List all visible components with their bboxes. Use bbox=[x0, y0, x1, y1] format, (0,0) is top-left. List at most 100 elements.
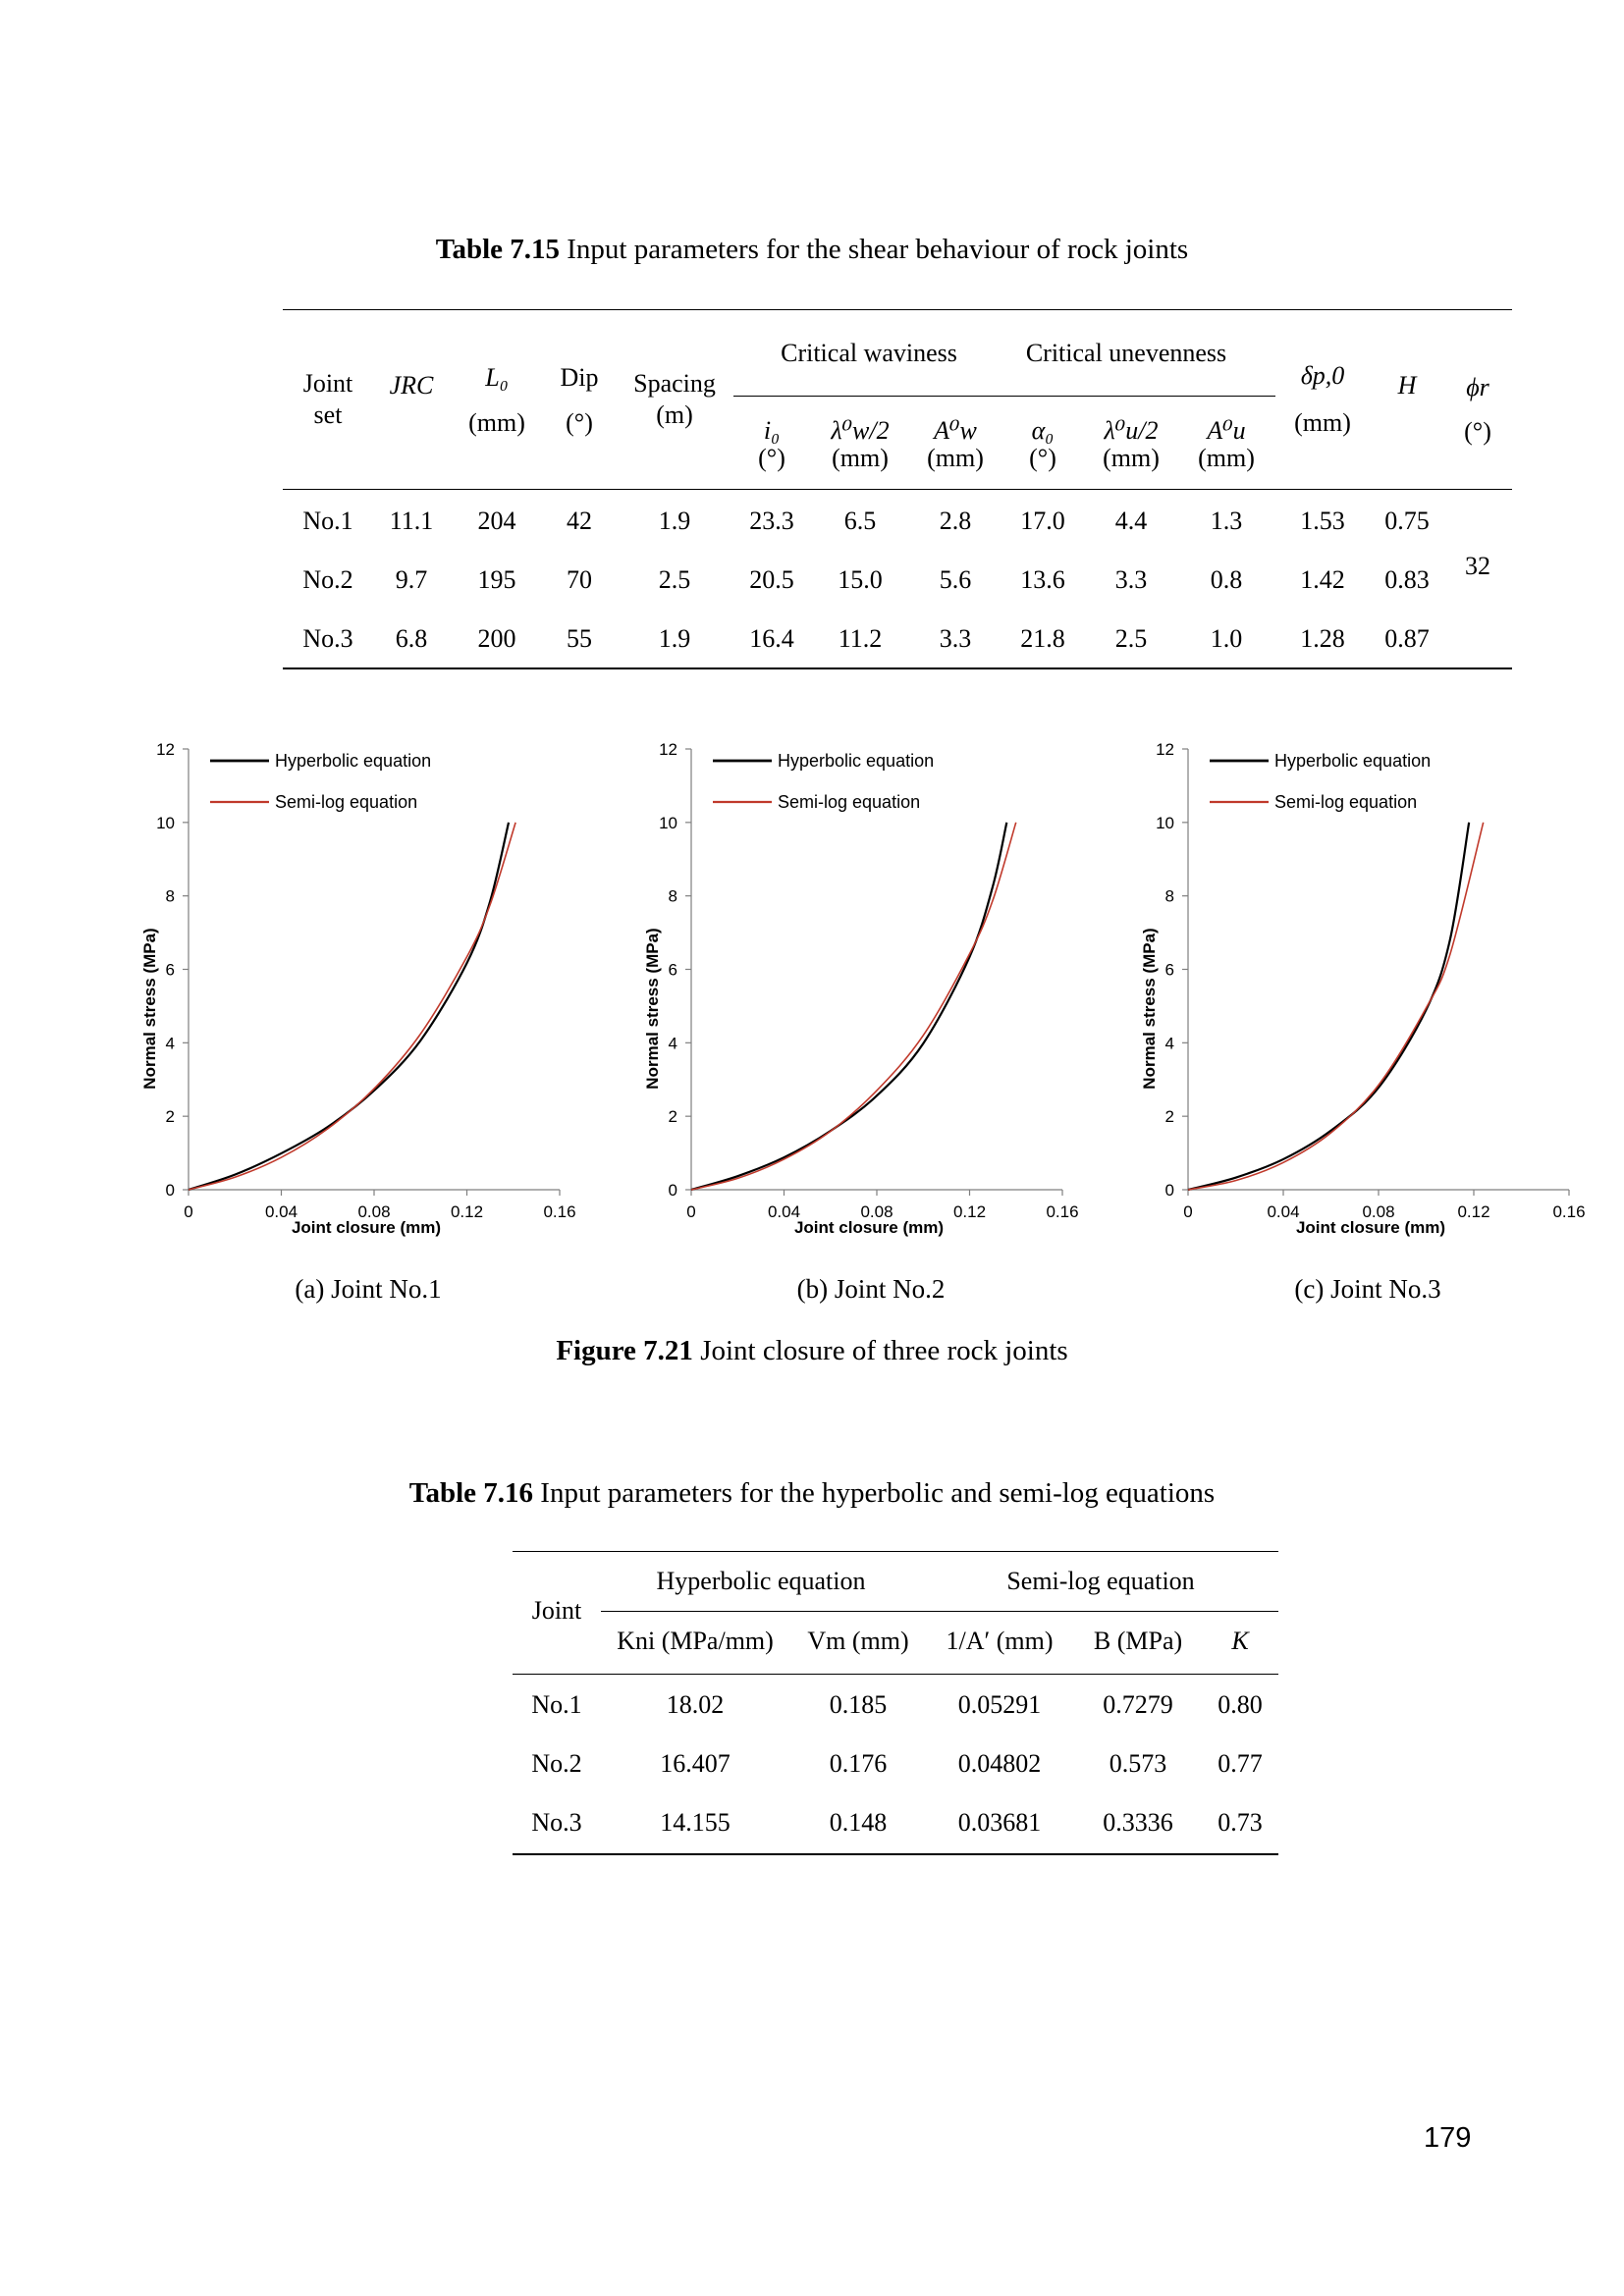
table1-cell: 3.3 bbox=[939, 624, 972, 653]
series-line-semilog bbox=[1187, 822, 1485, 1191]
table2-cell: 16.407 bbox=[660, 1749, 731, 1778]
table2-header-rule bbox=[513, 1674, 1278, 1675]
x-tick-label: 0 bbox=[686, 1202, 695, 1221]
th-delta: δp,0 bbox=[1300, 361, 1345, 390]
th-au: A⁰u bbox=[1207, 416, 1246, 445]
table1-cell: 11.2 bbox=[838, 624, 883, 653]
legend-label: Hyperbolic equation bbox=[1274, 751, 1431, 771]
table1-cell: 1.9 bbox=[658, 624, 691, 653]
th2-group-semilog: Semi-log equation bbox=[1006, 1567, 1195, 1595]
series-line-hyperbolic bbox=[188, 822, 511, 1192]
table1-cell: 55 bbox=[567, 624, 592, 653]
table1-cell: 9.7 bbox=[395, 565, 428, 594]
subcaption-a: (a) Joint No.1 bbox=[295, 1274, 442, 1304]
table2-cell: 14.155 bbox=[660, 1808, 731, 1837]
table1-cell: 4.4 bbox=[1114, 507, 1148, 535]
legend-label: Hyperbolic equation bbox=[778, 751, 934, 771]
th-phi: ϕr bbox=[1466, 373, 1489, 401]
th-lambda-u: λ⁰u/2 bbox=[1104, 416, 1159, 445]
table2-cell: 0.73 bbox=[1218, 1808, 1263, 1837]
table1-bottom-rule bbox=[283, 667, 1512, 669]
table2-cell: No.2 bbox=[531, 1749, 582, 1778]
x-tick-label: 0.04 bbox=[1267, 1202, 1299, 1221]
th2-inv-a: 1/A′ (mm) bbox=[946, 1627, 1054, 1655]
series-line-hyperbolic bbox=[690, 822, 1008, 1192]
table1-cell: 204 bbox=[477, 507, 516, 535]
th-alpha0: α₀ bbox=[1031, 416, 1055, 445]
th-group-waviness: Critical waviness bbox=[781, 339, 957, 367]
table1-cell: 6.8 bbox=[395, 624, 428, 653]
legend-label: Hyperbolic equation bbox=[275, 751, 431, 771]
figure-caption-label: Figure 7.21 bbox=[556, 1335, 693, 1366]
table2-cell: 0.77 bbox=[1218, 1749, 1263, 1778]
th2-group-hyperbolic: Hyperbolic equation bbox=[656, 1567, 866, 1595]
table1-cell: No.1 bbox=[302, 507, 353, 535]
y-tick-label: 2 bbox=[669, 1107, 677, 1126]
th-aw-unit: (mm) bbox=[927, 444, 984, 472]
table1-cell: 1.9 bbox=[658, 507, 691, 535]
th-phi-unit: (°) bbox=[1464, 417, 1491, 446]
chart-joint-no1: 0 2 4 6 8 10 12 0 0.04 0.08 0.12 0.16 Joint closure … bbox=[137, 738, 599, 1258]
table1-cell: 1.42 bbox=[1300, 565, 1345, 594]
chart-joint-no2: 0 2 4 6 8 10 12 0 0.04 0.08 0.12 0.16 Joint closure … bbox=[640, 738, 1102, 1258]
table2-cell: 0.03681 bbox=[957, 1808, 1042, 1837]
y-tick-label: 8 bbox=[166, 887, 175, 906]
legend-label: Semi-log equation bbox=[275, 792, 417, 812]
table2-group-rule bbox=[601, 1611, 1278, 1612]
phi-r-value: 32 bbox=[1465, 552, 1490, 580]
table1-cell: 6.5 bbox=[843, 507, 877, 535]
table1-cell: 200 bbox=[477, 624, 516, 653]
y-tick-label: 8 bbox=[669, 887, 677, 906]
th-i0: i₀ bbox=[763, 416, 781, 445]
x-tick-label: 0.12 bbox=[1457, 1202, 1489, 1221]
th2-k: K bbox=[1231, 1627, 1249, 1655]
y-tick-label: 10 bbox=[1156, 814, 1174, 832]
chart-svg: 0 2 4 6 8 10 12 0 0.04 0.08 0.12 0.16 Joint closure … bbox=[1140, 740, 1586, 1237]
table2-cell: 0.148 bbox=[829, 1808, 888, 1837]
table1-cell: 1.0 bbox=[1210, 624, 1243, 653]
chart-svg: 0 2 4 6 8 10 12 0 0.04 0.08 0.12 0.16 Joint closure … bbox=[140, 740, 576, 1237]
subcaption-c: (c) Joint No.3 bbox=[1294, 1274, 1441, 1304]
th-jrc: JRC bbox=[389, 371, 434, 400]
chart-svg: 0 2 4 6 8 10 12 0 0.04 0.08 0.12 0.16 Joint closure … bbox=[643, 740, 1079, 1237]
th-l0-unit: (mm) bbox=[468, 408, 525, 437]
table1-cell: 13.6 bbox=[1020, 565, 1065, 594]
table1-cell: 1.3 bbox=[1210, 507, 1243, 535]
th-joint-set-2: set bbox=[313, 400, 343, 429]
table1-cell: 11.1 bbox=[389, 507, 434, 535]
th2-vm: Vm (mm) bbox=[807, 1627, 909, 1655]
x-tick-label: 0.16 bbox=[543, 1202, 575, 1221]
table1-cell: No.3 bbox=[302, 624, 353, 653]
y-tick-label: 6 bbox=[166, 961, 175, 980]
table1-cell: No.2 bbox=[302, 565, 353, 594]
th-group-unevenness: Critical unevenness bbox=[1025, 339, 1227, 367]
th-delta-unit: (mm) bbox=[1294, 408, 1351, 437]
table1-cell: 17.0 bbox=[1020, 507, 1065, 535]
table1-cell: 195 bbox=[477, 565, 516, 594]
y-tick-label: 0 bbox=[669, 1181, 677, 1200]
table1-cell: 3.3 bbox=[1114, 565, 1148, 594]
y-tick-label: 6 bbox=[669, 961, 677, 980]
y-axis-label: Normal stress (MPa) bbox=[140, 928, 159, 1089]
chart-joint-no3: 0 2 4 6 8 10 12 0 0.04 0.08 0.12 0.16 Joint closure … bbox=[1137, 738, 1608, 1258]
table2-cell: 0.185 bbox=[829, 1690, 888, 1719]
y-tick-label: 2 bbox=[1165, 1107, 1174, 1126]
y-axis-label: Normal stress (MPa) bbox=[643, 928, 662, 1089]
x-tick-label: 0.04 bbox=[265, 1202, 298, 1221]
table2-cell: 0.04802 bbox=[957, 1749, 1042, 1778]
table2-top-rule bbox=[513, 1551, 1278, 1552]
table1-cell: 2.8 bbox=[939, 507, 972, 535]
y-tick-label: 2 bbox=[166, 1107, 175, 1126]
x-tick-label: 0.12 bbox=[953, 1202, 986, 1221]
th-h: H bbox=[1397, 371, 1417, 400]
series-line-hyperbolic bbox=[1187, 822, 1471, 1192]
x-tick-label: 0.08 bbox=[1362, 1202, 1394, 1221]
page-number: 179 bbox=[1424, 2122, 1472, 2154]
x-axis-label: Joint closure (mm) bbox=[1296, 1218, 1445, 1237]
figure-caption: Figure 7.21 Joint closure of three rock … bbox=[0, 1335, 1624, 1367]
y-tick-label: 12 bbox=[1156, 740, 1174, 759]
table1-cell: 1.53 bbox=[1300, 507, 1345, 535]
th-lambda-w-unit: (mm) bbox=[832, 444, 889, 472]
table1-cell: 2.5 bbox=[1114, 624, 1148, 653]
table2-cell: 18.02 bbox=[666, 1690, 725, 1719]
